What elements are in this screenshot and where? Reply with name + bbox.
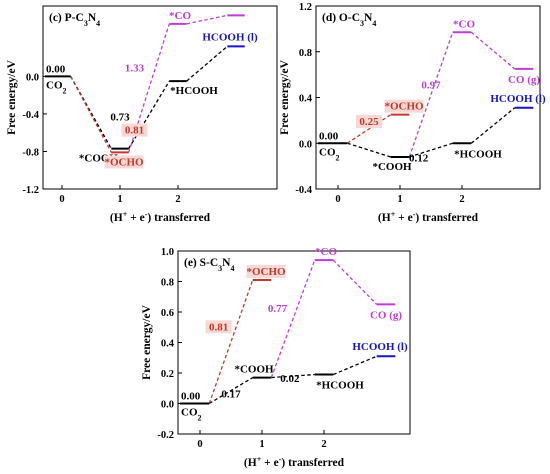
- state-label: HCOOH (l): [202, 31, 258, 43]
- energy-change-label: 0.12: [409, 153, 429, 165]
- panel-title: (c) P-C3N4: [49, 12, 100, 28]
- plot-frame: [42, 5, 278, 190]
- label-highlight: [121, 123, 148, 137]
- state-label: *OCHO: [104, 156, 144, 168]
- y-tick-label: 1.2: [299, 2, 312, 13]
- y-tick-label: -0.8: [22, 147, 39, 158]
- energy-change-label: 1.33: [125, 63, 145, 75]
- series-connector: [70, 76, 112, 153]
- y-tick-label: 0.6: [161, 308, 174, 319]
- series-connector: [408, 32, 454, 158]
- state-label: HCOOH (l): [352, 341, 408, 353]
- series-connector: [128, 80, 170, 149]
- panel-c: 0.0 -0.4 -0.8 -1.2 0 1 2 (H+ + e-) transferred F…: [6, 5, 278, 225]
- series-connector: [186, 45, 228, 82]
- state-label: *HCOOH: [316, 380, 364, 392]
- series-connector: [346, 114, 392, 144]
- label-highlight: [205, 320, 232, 334]
- state-label: *CO: [453, 18, 475, 30]
- state-label: *HCOOH: [170, 85, 218, 97]
- co2-label: CO2: [46, 79, 67, 95]
- y-tick-label: 1.0: [161, 247, 174, 258]
- state-label: CO (g): [370, 309, 402, 321]
- x-axis-label: (H+ + e-) transferred: [378, 210, 479, 225]
- x-tick-label: 2: [175, 194, 180, 205]
- y-tick-label: 0.8: [161, 278, 174, 289]
- energy-change-label: 0.25: [359, 116, 379, 128]
- x-tick-label: 0: [335, 194, 340, 205]
- state-label: *CO: [315, 246, 337, 258]
- series-connector: [347, 142, 391, 158]
- series-connector: [270, 259, 316, 378]
- label-highlight: [246, 264, 286, 278]
- x-axis-label: (H+ + e-) transferred: [244, 455, 345, 470]
- panel-title: (d) O-C3N4: [322, 12, 376, 28]
- y-tick-label: 0.4: [161, 339, 175, 350]
- label-highlight: [104, 155, 144, 169]
- y-tick-label: -0.4: [22, 110, 39, 121]
- x-tick-label: 2: [321, 439, 326, 450]
- label-highlight: [384, 99, 424, 113]
- y-tick-label: 0.2: [161, 369, 174, 380]
- y-tick-label: 0.8: [299, 48, 312, 59]
- label-highlight: [356, 114, 382, 128]
- panel-d: 1.2 0.8 0.4 0.0 -0.4 0 1 2 (H+ + e-) transferred…: [279, 2, 546, 224]
- state-label: *COOH: [234, 364, 274, 376]
- y-tick-label: -1.2: [22, 185, 39, 196]
- panel-e: 1.0 0.8 0.6 0.4 0.2 0.0 -0.2 0 1 2 (H+ + e-) trans…: [141, 246, 411, 470]
- y-axis-label: Free energy/eV: [141, 304, 153, 380]
- y-axis-label: Free energy/eV: [279, 59, 291, 135]
- x-axis-label: (H+ + e-) transferred: [110, 210, 211, 225]
- series-connector: [470, 107, 516, 144]
- series-connector: [271, 373, 315, 379]
- y-tick-label: 0.0: [161, 400, 174, 411]
- state-label: *HCOOH: [454, 148, 502, 160]
- x-tick-label: 0: [197, 439, 202, 450]
- series-connector: [333, 355, 377, 376]
- x-tick-label: 1: [259, 439, 264, 450]
- y-axis-label: Free energy/eV: [6, 59, 18, 135]
- level-value-label: 0.00: [181, 391, 201, 403]
- series-connector: [186, 14, 228, 25]
- state-label: *OCHO: [246, 266, 286, 278]
- y-tick-label: 0.0: [299, 139, 312, 150]
- x-tick-label: 0: [59, 194, 64, 205]
- panel-title: (e) S-C3N4: [184, 257, 234, 273]
- series-connector: [470, 31, 516, 70]
- energy-change-label: 0.81: [209, 321, 228, 333]
- co2-label: CO2: [181, 407, 202, 423]
- energy-change-label: 0.81: [125, 125, 144, 137]
- co2-label: CO2: [319, 146, 340, 162]
- series-connector: [332, 259, 378, 305]
- y-tick-label: -0.2: [157, 430, 174, 441]
- state-label: *CO: [169, 10, 191, 22]
- y-tick-label: 0.0: [26, 72, 39, 83]
- series-connector: [128, 23, 170, 153]
- series-connector: [208, 377, 254, 405]
- series-connector: [208, 279, 254, 404]
- energy-change-label: 0.77: [268, 303, 288, 315]
- energy-change-label: 0.02: [280, 373, 300, 385]
- level-value-label: 0.00: [319, 130, 339, 142]
- state-label: *COOH: [372, 161, 412, 173]
- x-tick-label: 2: [459, 194, 464, 205]
- level-value-label: 0.00: [46, 63, 66, 75]
- series-connector: [409, 142, 453, 158]
- y-tick-label: -0.4: [295, 185, 312, 196]
- energy-change-label: 0.17: [221, 388, 241, 400]
- state-label: *OCHO: [384, 101, 424, 113]
- energy-change-label: 0.73: [110, 111, 130, 123]
- x-tick-label: 1: [117, 194, 122, 205]
- y-tick-label: 0.4: [299, 94, 313, 105]
- energy-change-label: 0.97: [421, 79, 441, 91]
- state-label: CO (g): [508, 74, 540, 86]
- x-tick-label: 1: [397, 194, 402, 205]
- state-label: HCOOH (l): [490, 93, 546, 105]
